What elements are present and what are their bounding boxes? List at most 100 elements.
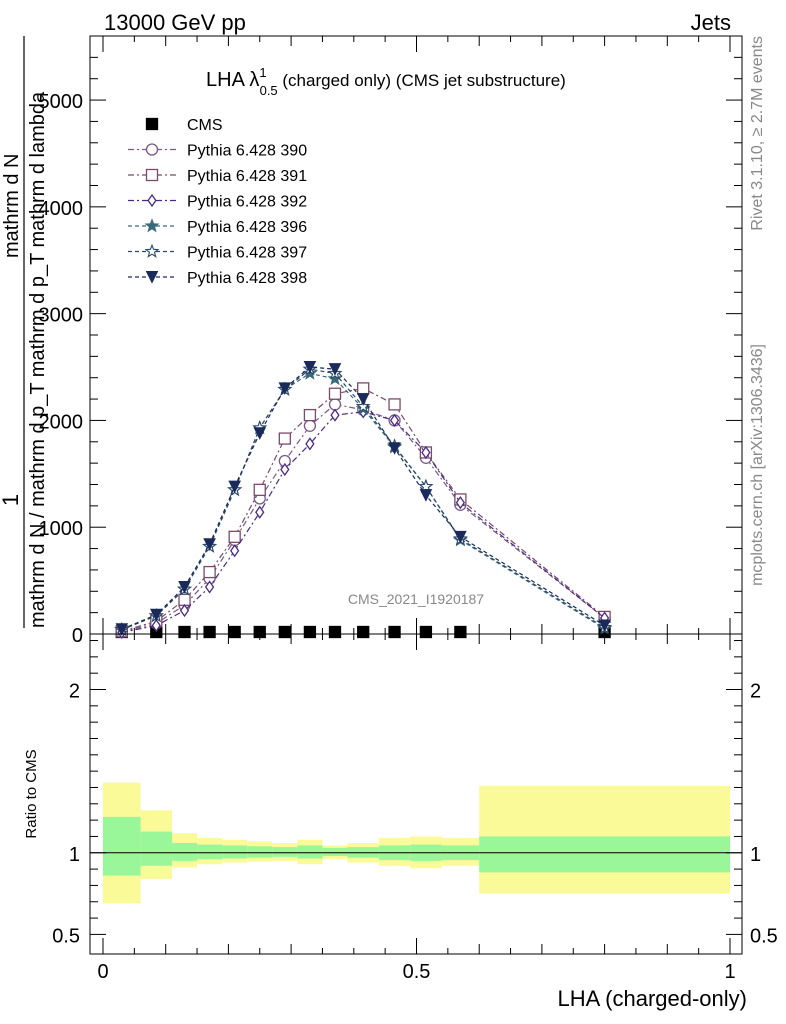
data-point bbox=[357, 382, 370, 395]
data-point bbox=[598, 619, 611, 633]
legend-label: CMS bbox=[187, 117, 223, 134]
ratio-bands bbox=[103, 782, 730, 904]
data-point bbox=[327, 370, 343, 386]
series-cms bbox=[115, 625, 611, 639]
data-point bbox=[388, 625, 401, 639]
series-line bbox=[121, 366, 605, 630]
legend: CMS Pythia 6.428 390 Pythia 6.428 391 Pythi… bbox=[128, 117, 307, 287]
data-point bbox=[419, 625, 433, 639]
ratio-y-tick-label-right: 2 bbox=[750, 681, 761, 703]
ratio-y-label: Ratio to CMS bbox=[23, 749, 40, 838]
legend-label: Pythia 6.428 398 bbox=[187, 270, 307, 287]
header-right: Jets bbox=[691, 10, 731, 35]
data-point bbox=[203, 538, 216, 551]
legend-label: Pythia 6.428 391 bbox=[187, 168, 307, 185]
ratio-inner-band bbox=[171, 842, 198, 861]
main-y-label: 1 mathrm d N / mathrm d p_T mathrm d p_T… bbox=[0, 36, 49, 628]
data-point bbox=[305, 437, 315, 451]
legend-marker bbox=[144, 243, 160, 258]
data-point bbox=[278, 432, 291, 445]
main-y-tick-label: 5000 bbox=[39, 91, 84, 113]
ratio-inner-band bbox=[222, 845, 248, 859]
data-point bbox=[115, 623, 129, 636]
ratio-y-tick-label-left: 1 bbox=[69, 844, 80, 866]
data-point bbox=[203, 565, 216, 579]
data-point bbox=[278, 382, 292, 396]
x-tick-label: 1 bbox=[724, 961, 735, 983]
data-point bbox=[228, 625, 241, 639]
data-point bbox=[356, 393, 370, 406]
data-point bbox=[328, 625, 342, 639]
title-main: LHA λ bbox=[206, 69, 259, 91]
mcplots-label: mcplots.cern.ch [arXiv:1306.3436] bbox=[749, 344, 766, 586]
data-point bbox=[455, 496, 466, 510]
data-point bbox=[228, 480, 241, 494]
data-point bbox=[253, 483, 266, 496]
data-point bbox=[389, 413, 400, 428]
data-point bbox=[388, 398, 401, 411]
legend-marker bbox=[145, 117, 159, 131]
series-line bbox=[121, 411, 605, 633]
data-point bbox=[328, 387, 342, 400]
data-point bbox=[178, 625, 191, 639]
main-y-tick-labels: 0 1000 2000 3000 4000 5000 bbox=[39, 91, 84, 647]
ratio-y-tick-labels: 0.5 0.5 1 1 2 2 bbox=[52, 681, 778, 948]
data-point bbox=[179, 603, 190, 618]
series-pythia-398 bbox=[115, 361, 611, 636]
x-tick-label: 0 bbox=[97, 961, 108, 983]
ratio-inner-band bbox=[197, 844, 223, 860]
y-label-denominator: mathrm d N / mathrm d p_T mathrm d p_T m… bbox=[27, 91, 49, 628]
legend-marker bbox=[147, 193, 157, 208]
main-y-tick-label: 4000 bbox=[39, 198, 84, 220]
ratio-ticks bbox=[90, 634, 742, 954]
data-point bbox=[280, 462, 290, 477]
data-point bbox=[355, 398, 371, 413]
data-point bbox=[328, 363, 342, 376]
data-point bbox=[230, 544, 240, 558]
data-point bbox=[204, 580, 215, 594]
data-point bbox=[388, 442, 401, 455]
data-point bbox=[419, 489, 433, 502]
data-point bbox=[454, 625, 467, 639]
plot-title: LHA λ1 0.5 (charged only) (CMS jet substr… bbox=[206, 65, 566, 98]
data-point bbox=[454, 530, 467, 544]
title-rest: (charged only) (CMS jet substructure) bbox=[278, 71, 566, 90]
data-point bbox=[328, 398, 342, 411]
y-label-numerator-one: 1 bbox=[0, 494, 23, 506]
legend-marker bbox=[144, 218, 160, 233]
main-y-tick-label: 2000 bbox=[39, 411, 84, 433]
ratio-panel: 0.5 0.51 12 2 0 0.5 1 Ratio to CMS LHA (charg… bbox=[23, 633, 778, 1011]
main-y-tick-label: 0 bbox=[72, 625, 83, 647]
ratio-y-tick-label-right: 0.5 bbox=[750, 925, 778, 947]
data-point bbox=[357, 625, 370, 639]
ratio-inner-band bbox=[140, 831, 172, 866]
ratio-inner-band bbox=[479, 836, 730, 873]
legend-marker bbox=[145, 271, 159, 284]
x-axis-label: LHA (charged-only) bbox=[557, 986, 747, 1011]
data-point bbox=[149, 608, 163, 622]
ratio-inner-band bbox=[272, 847, 298, 857]
title-superscript: 1 bbox=[259, 65, 266, 80]
data-point bbox=[330, 408, 340, 422]
ratio-y-tick-label-right: 1 bbox=[750, 844, 761, 866]
data-point bbox=[303, 419, 317, 432]
ratio-inner-band bbox=[322, 847, 348, 857]
legend-label: Pythia 6.428 397 bbox=[187, 245, 307, 262]
x-tick-label: 0.5 bbox=[403, 961, 431, 983]
data-point bbox=[203, 625, 216, 639]
legend-marker bbox=[145, 168, 159, 182]
rivet-label: Rivet 3.1.10, ≥ 2.7M events bbox=[749, 36, 766, 231]
legend-label: Pythia 6.428 392 bbox=[187, 194, 307, 211]
data-point bbox=[151, 618, 161, 633]
data-point bbox=[421, 445, 431, 460]
title-subscript: 0.5 bbox=[260, 83, 278, 98]
legend-label: Pythia 6.428 390 bbox=[187, 143, 307, 160]
data-point bbox=[253, 427, 267, 440]
ratio-inner-band bbox=[297, 845, 323, 859]
ratio-y-tick-label-left: 2 bbox=[69, 681, 80, 703]
data-point bbox=[228, 530, 241, 543]
ratio-x-tick-labels: 0 0.5 1 bbox=[97, 961, 735, 983]
ratio-y-tick-label-left: 0.5 bbox=[52, 925, 80, 947]
